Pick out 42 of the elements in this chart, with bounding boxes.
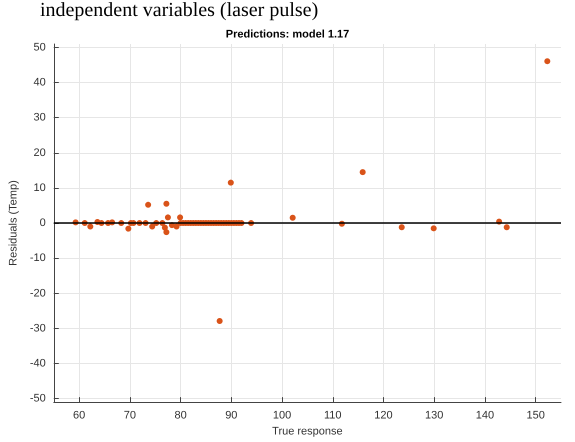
y-tick-label: -50 <box>30 392 46 405</box>
point <box>216 318 223 324</box>
point <box>177 214 184 220</box>
x-tick-label: 100 <box>272 410 292 422</box>
y-tick-label: 30 <box>34 112 46 124</box>
point <box>149 224 156 230</box>
x-tick-label: 80 <box>174 410 187 422</box>
y-tick-label: 20 <box>34 146 46 159</box>
point <box>290 214 296 221</box>
y-tick-label: -10 <box>30 252 46 264</box>
y-tick-label: 50 <box>34 42 46 54</box>
point <box>163 200 170 207</box>
chart-title: Predictions: model 1.17 <box>226 28 350 40</box>
x-axis-title: True response <box>272 426 343 438</box>
point <box>430 225 437 232</box>
y-tick-label: -40 <box>30 357 46 370</box>
x-tick-label: 150 <box>526 410 545 422</box>
point <box>125 226 132 232</box>
point <box>398 224 405 230</box>
x-tick-label: 120 <box>374 410 393 422</box>
x-tick-label: 140 <box>476 410 494 422</box>
x-tick-label: 130 <box>425 410 444 422</box>
point <box>145 202 152 208</box>
text: independent variables (laser pulse) <box>40 0 318 21</box>
point <box>504 224 510 230</box>
y-tick-label: 0 <box>40 217 46 230</box>
point <box>87 224 94 230</box>
point <box>174 224 180 230</box>
x-tick-label: 90 <box>225 410 238 422</box>
x-tick-label: 110 <box>324 410 342 422</box>
y-tick-label: -30 <box>30 322 46 334</box>
x-tick-label: 60 <box>73 410 86 422</box>
x-tick-label: 70 <box>124 410 136 422</box>
y-tick-label: 40 <box>34 76 46 89</box>
point <box>544 58 550 64</box>
point <box>360 169 366 176</box>
y-tick-label: -20 <box>30 287 46 300</box>
y-tick-label: 10 <box>34 182 46 194</box>
point <box>228 180 234 186</box>
point <box>164 214 171 220</box>
point <box>163 229 170 236</box>
y-axis-title: Residuals (Temp) <box>8 180 20 266</box>
